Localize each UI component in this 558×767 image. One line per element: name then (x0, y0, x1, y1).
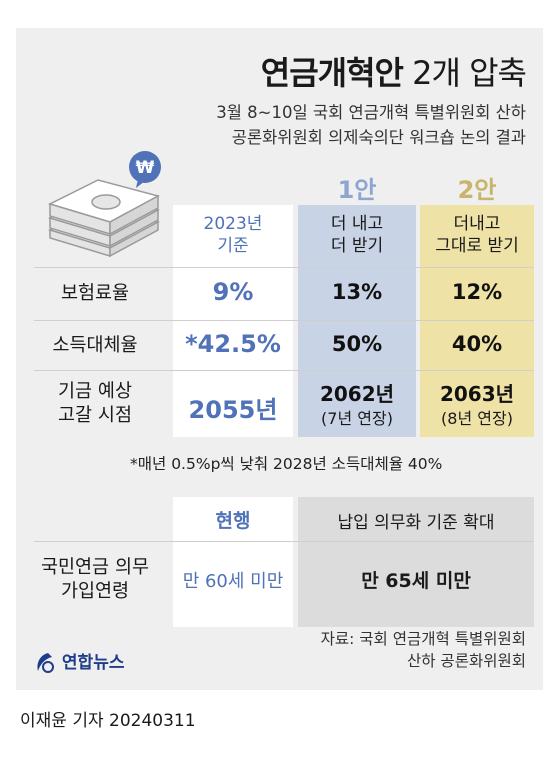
replacement-baseline: *42.5% (185, 330, 281, 358)
yonhap-logo: 연합뉴스 (34, 648, 124, 675)
row-divider (34, 267, 534, 268)
depletion-plan2: 2063년 (439, 382, 515, 406)
depletion-plan1-extension: (7년 연장) (321, 409, 393, 428)
plan2-header-line-2: 그대로 받기 (435, 236, 519, 256)
depletion-baseline: 2055년 (188, 396, 278, 424)
subtitle-line-1: 3월 8~10일 국회 연금개혁 특별위원회 산하 (216, 103, 526, 122)
current-age-value: 만 60세 미만 (182, 571, 284, 592)
subtitle: 3월 8~10일 국회 연금개혁 특별위원회 산하 공론화위원회 의제숙의단 워… (216, 100, 526, 150)
source-line-2: 산하 공론화위원회 (406, 652, 526, 670)
row-label-age: 국민연금 의무 가입연령 (20, 556, 170, 604)
column-current (173, 497, 293, 627)
premium-plan1: 13% (331, 280, 383, 304)
row-divider (34, 370, 534, 371)
row-label-replacement: 소득대체율 (52, 335, 138, 356)
expanded-age-value: 만 65세 미만 (361, 570, 471, 592)
page-title: 연금개혁안 2개 압축 (260, 48, 527, 94)
baseline-header-line-2: 기준 (217, 236, 249, 256)
depletion-plan2-extension: (8년 연장) (441, 409, 513, 428)
plan2-label: 2안 (457, 176, 497, 204)
row-label-depletion: 기금 예상 고갈 시점 (20, 380, 170, 428)
premium-baseline: 9% (212, 278, 254, 306)
plan2-header-line-1: 더내고 (453, 214, 501, 234)
column-plan2 (420, 205, 534, 437)
subtitle-line-2: 공론화위원회 의제숙의단 워크숍 논의 결과 (231, 128, 526, 147)
plan1-label: 1안 (337, 176, 377, 204)
money-stack-icon (40, 160, 165, 260)
row-label-premium: 보험료율 (60, 283, 130, 304)
row-label-age-line-1: 국민연금 의무 (40, 557, 149, 578)
expanded-header: 납입 의무화 기준 확대 (337, 513, 495, 533)
won-badge-icon: ₩ (128, 150, 162, 190)
plan1-header-line-1: 더 내고 (330, 214, 384, 234)
row-label-age-line-2: 가입연령 (60, 581, 130, 602)
premium-plan2: 12% (451, 280, 503, 304)
column-plan1 (298, 205, 416, 437)
source-note: 자료: 국회 연금개혁 특별위원회 산하 공론화위원회 (321, 628, 526, 672)
plan1-header: 더 내고 더 받기 (298, 213, 416, 257)
row-label-depletion-line-1: 기금 예상 (58, 381, 132, 402)
byline: 이재윤 기자 20240311 (20, 711, 196, 731)
row-label-depletion-line-2: 고갈 시점 (58, 405, 132, 426)
row-divider (34, 320, 534, 321)
replacement-plan2: 40% (451, 332, 503, 356)
column-expanded (298, 497, 534, 627)
current-header: 현행 (215, 510, 251, 532)
column-baseline (173, 205, 293, 437)
depletion-plan1: 2062년 (319, 382, 395, 406)
title-bold: 연금개혁안 (260, 54, 404, 92)
plan2-header: 더내고 그대로 받기 (420, 213, 534, 257)
row-divider (34, 541, 534, 542)
baseline-header-line-1: 2023년 (203, 214, 263, 234)
baseline-header: 2023년 기준 (173, 213, 293, 257)
title-light: 2개 압축 (402, 54, 527, 92)
plan1-header-line-2: 더 받기 (330, 236, 384, 256)
yonhap-logo-text: 연합뉴스 (61, 653, 125, 673)
yonhap-logo-icon (37, 653, 54, 673)
won-symbol: ₩ (136, 158, 155, 178)
footnote: *매년 0.5%p씩 낮춰 2028년 소득대체율 40% (130, 455, 443, 473)
replacement-plan1: 50% (331, 332, 383, 356)
source-line-1: 자료: 국회 연금개혁 특별위원회 (320, 630, 526, 648)
